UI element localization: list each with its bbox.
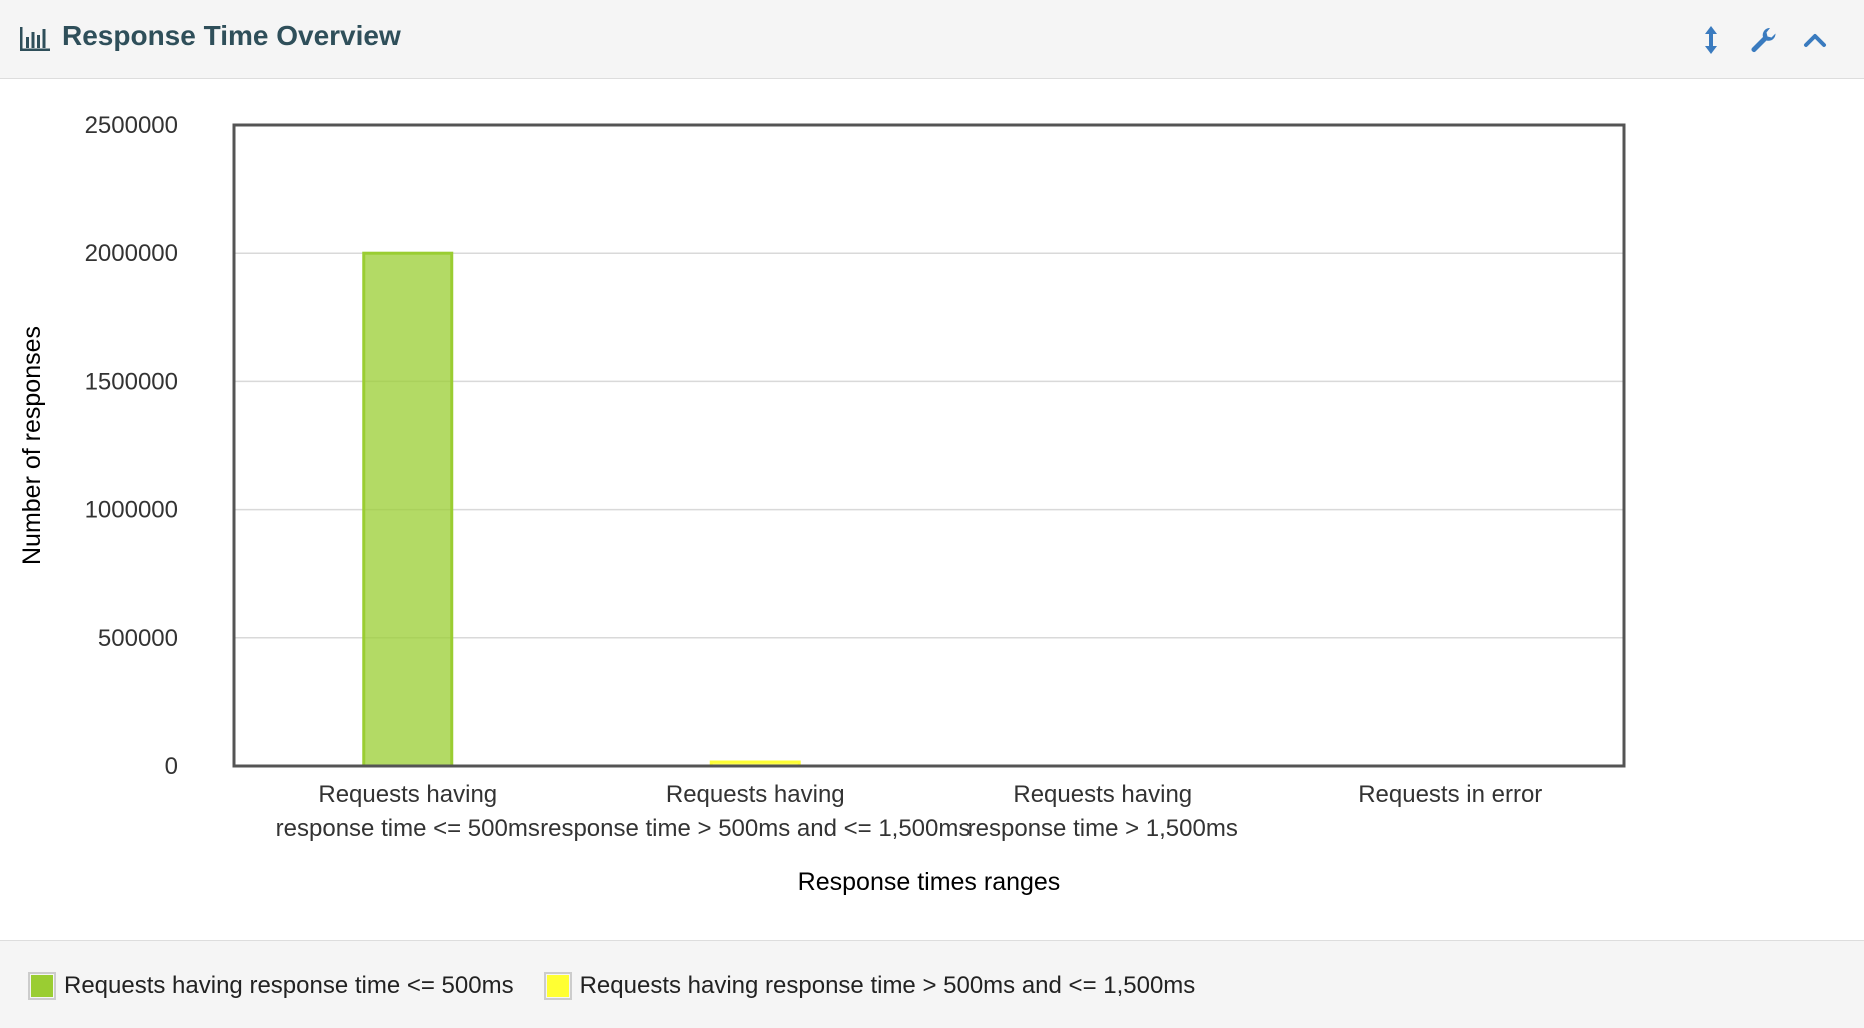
- response-time-bar-chart: 0 500000 1000000 1500000 2000000 2500000 Reque…: [18, 112, 1626, 896]
- x-tick-label: response time > 500ms and <= 1,500ms: [540, 815, 970, 842]
- panel-title: Response Time Overview: [62, 20, 401, 51]
- bar-chart-icon: [20, 27, 50, 51]
- panel-header: Response Time Overview: [0, 0, 1864, 79]
- x-tick-label: Requests having: [1013, 781, 1192, 808]
- y-axis-title: Number of responses: [18, 326, 46, 565]
- legend-swatch: [28, 972, 56, 1000]
- y-tick-label: 1000000: [85, 497, 178, 524]
- y-tick-label: 0: [165, 753, 178, 780]
- y-tick-label: 2500000: [85, 112, 178, 139]
- y-tick-label: 2000000: [85, 240, 178, 267]
- legend-item[interactable]: Requests having response time > 500ms an…: [543, 971, 1196, 1001]
- x-tick-label: Requests having: [666, 781, 845, 808]
- x-tick-label: response time > 1,500ms: [968, 815, 1238, 842]
- collapse-button[interactable]: [1797, 22, 1833, 58]
- legend-label: Requests having response time > 500ms an…: [579, 972, 1196, 999]
- vertical-resize-button[interactable]: [1693, 22, 1729, 58]
- x-tick-label: response time <= 500ms: [276, 815, 540, 842]
- x-axis-title: Response times ranges: [798, 868, 1061, 896]
- chart-legend: Requests having response time <= 500ms Re…: [0, 940, 1864, 1028]
- legend-label: Requests having response time <= 500ms: [64, 972, 514, 999]
- y-tick-label: 1500000: [85, 368, 178, 395]
- chevron-up-icon: [1804, 34, 1826, 47]
- settings-button[interactable]: [1745, 22, 1781, 58]
- chart-area: 0 500000 1000000 1500000 2000000 2500000 Reque…: [0, 80, 1864, 940]
- y-tick-label: 500000: [98, 625, 178, 652]
- plot-frame: [232, 123, 1626, 768]
- legend-item[interactable]: Requests having response time <= 500ms: [28, 971, 514, 1001]
- bar: [362, 251, 454, 768]
- vertical-resize-icon: [1705, 26, 1717, 54]
- x-tick-label: Requests in error: [1358, 781, 1542, 808]
- legend-swatch: [543, 972, 572, 1000]
- x-tick-label: Requests having: [318, 781, 497, 808]
- wrench-icon: [1751, 27, 1776, 52]
